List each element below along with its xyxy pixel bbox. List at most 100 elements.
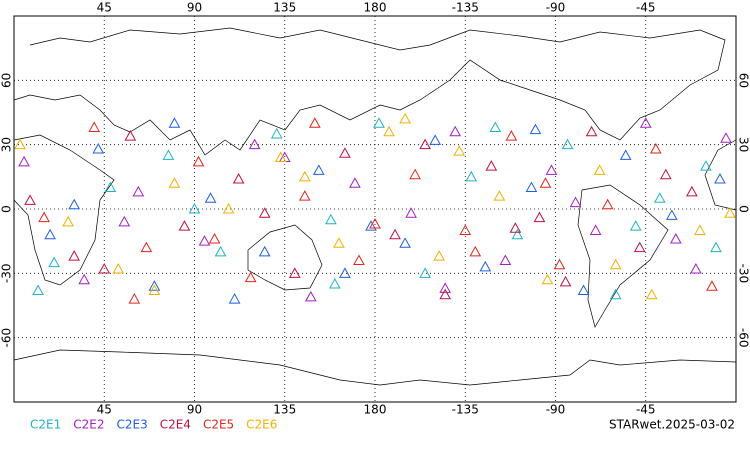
legend-label: C2E3 xyxy=(116,418,147,432)
x-tick-label-top: -135 xyxy=(452,1,479,15)
x-tick-label-top: -90 xyxy=(546,1,566,15)
point xyxy=(48,256,60,268)
point xyxy=(469,245,482,257)
point xyxy=(724,207,736,218)
point xyxy=(409,168,421,180)
y-tick-label: -30 xyxy=(0,264,14,284)
point xyxy=(439,288,452,300)
point xyxy=(589,224,602,235)
point xyxy=(288,267,301,278)
footer: STARwet.2025-03-02 xyxy=(609,418,735,432)
point xyxy=(449,125,462,137)
x-tick-label: -45 xyxy=(636,403,656,417)
point xyxy=(222,202,235,214)
x-tick-label: -135 xyxy=(452,403,479,417)
point xyxy=(162,149,175,160)
point xyxy=(533,211,546,223)
point xyxy=(373,117,385,128)
point xyxy=(714,172,726,184)
point xyxy=(509,222,522,233)
y-tick-label-right: -60 xyxy=(737,328,750,348)
point xyxy=(112,263,125,274)
point xyxy=(365,220,377,231)
x-tick-label: 180 xyxy=(364,403,387,417)
x-tick-label-top: 90 xyxy=(187,1,202,15)
y-tick-label: -60 xyxy=(0,328,14,348)
point xyxy=(706,280,718,291)
point xyxy=(128,293,141,304)
point xyxy=(439,282,452,293)
point xyxy=(429,134,442,145)
point xyxy=(569,196,582,208)
point xyxy=(339,147,351,158)
point xyxy=(78,273,91,285)
point xyxy=(694,224,706,235)
point xyxy=(339,267,351,278)
point xyxy=(511,228,524,240)
point xyxy=(609,288,622,300)
point xyxy=(539,177,552,188)
point xyxy=(389,228,401,240)
point xyxy=(479,260,492,272)
point xyxy=(274,151,287,163)
point xyxy=(485,160,498,171)
point xyxy=(18,155,30,167)
point xyxy=(104,181,117,193)
point xyxy=(188,202,201,214)
point xyxy=(553,258,566,270)
y-tick-label-right: -30 xyxy=(737,264,750,284)
y-tick-label: 30 xyxy=(0,137,14,152)
point xyxy=(489,121,502,133)
point xyxy=(601,198,614,210)
point xyxy=(118,215,131,227)
point xyxy=(148,284,161,295)
point xyxy=(577,284,590,295)
point xyxy=(68,250,81,261)
point xyxy=(32,284,44,295)
point xyxy=(88,121,101,133)
point xyxy=(639,117,652,128)
point xyxy=(669,232,682,244)
point xyxy=(198,235,211,246)
point xyxy=(609,258,622,270)
point xyxy=(653,192,666,203)
point xyxy=(690,263,702,274)
point xyxy=(325,213,337,225)
legend-label: C2E4 xyxy=(160,418,191,432)
point xyxy=(333,237,345,248)
point xyxy=(232,172,245,184)
point xyxy=(270,127,283,139)
y-tick-label-right: 60 xyxy=(737,73,750,88)
point xyxy=(459,224,472,235)
point xyxy=(710,241,722,253)
point xyxy=(659,168,672,180)
x-tick-label-top: -45 xyxy=(636,1,656,15)
point xyxy=(405,207,417,218)
point xyxy=(38,211,50,223)
point xyxy=(353,254,365,265)
point xyxy=(399,237,411,248)
point xyxy=(140,241,153,253)
point xyxy=(619,149,632,160)
legend-label: C2E1 xyxy=(30,418,61,432)
point xyxy=(665,209,678,220)
point xyxy=(258,207,271,218)
point xyxy=(686,185,698,197)
point xyxy=(433,250,446,261)
point xyxy=(24,194,36,205)
y-tick-label: 60 xyxy=(0,73,14,88)
point xyxy=(248,138,261,150)
point xyxy=(298,190,311,201)
point xyxy=(561,138,574,150)
point xyxy=(541,273,554,285)
point xyxy=(308,117,321,128)
x-tick-label: -90 xyxy=(546,403,566,417)
point xyxy=(168,117,181,128)
point xyxy=(465,170,478,182)
point xyxy=(148,280,161,291)
point xyxy=(505,130,518,141)
point xyxy=(649,142,662,154)
point xyxy=(349,177,361,188)
point xyxy=(369,217,381,229)
